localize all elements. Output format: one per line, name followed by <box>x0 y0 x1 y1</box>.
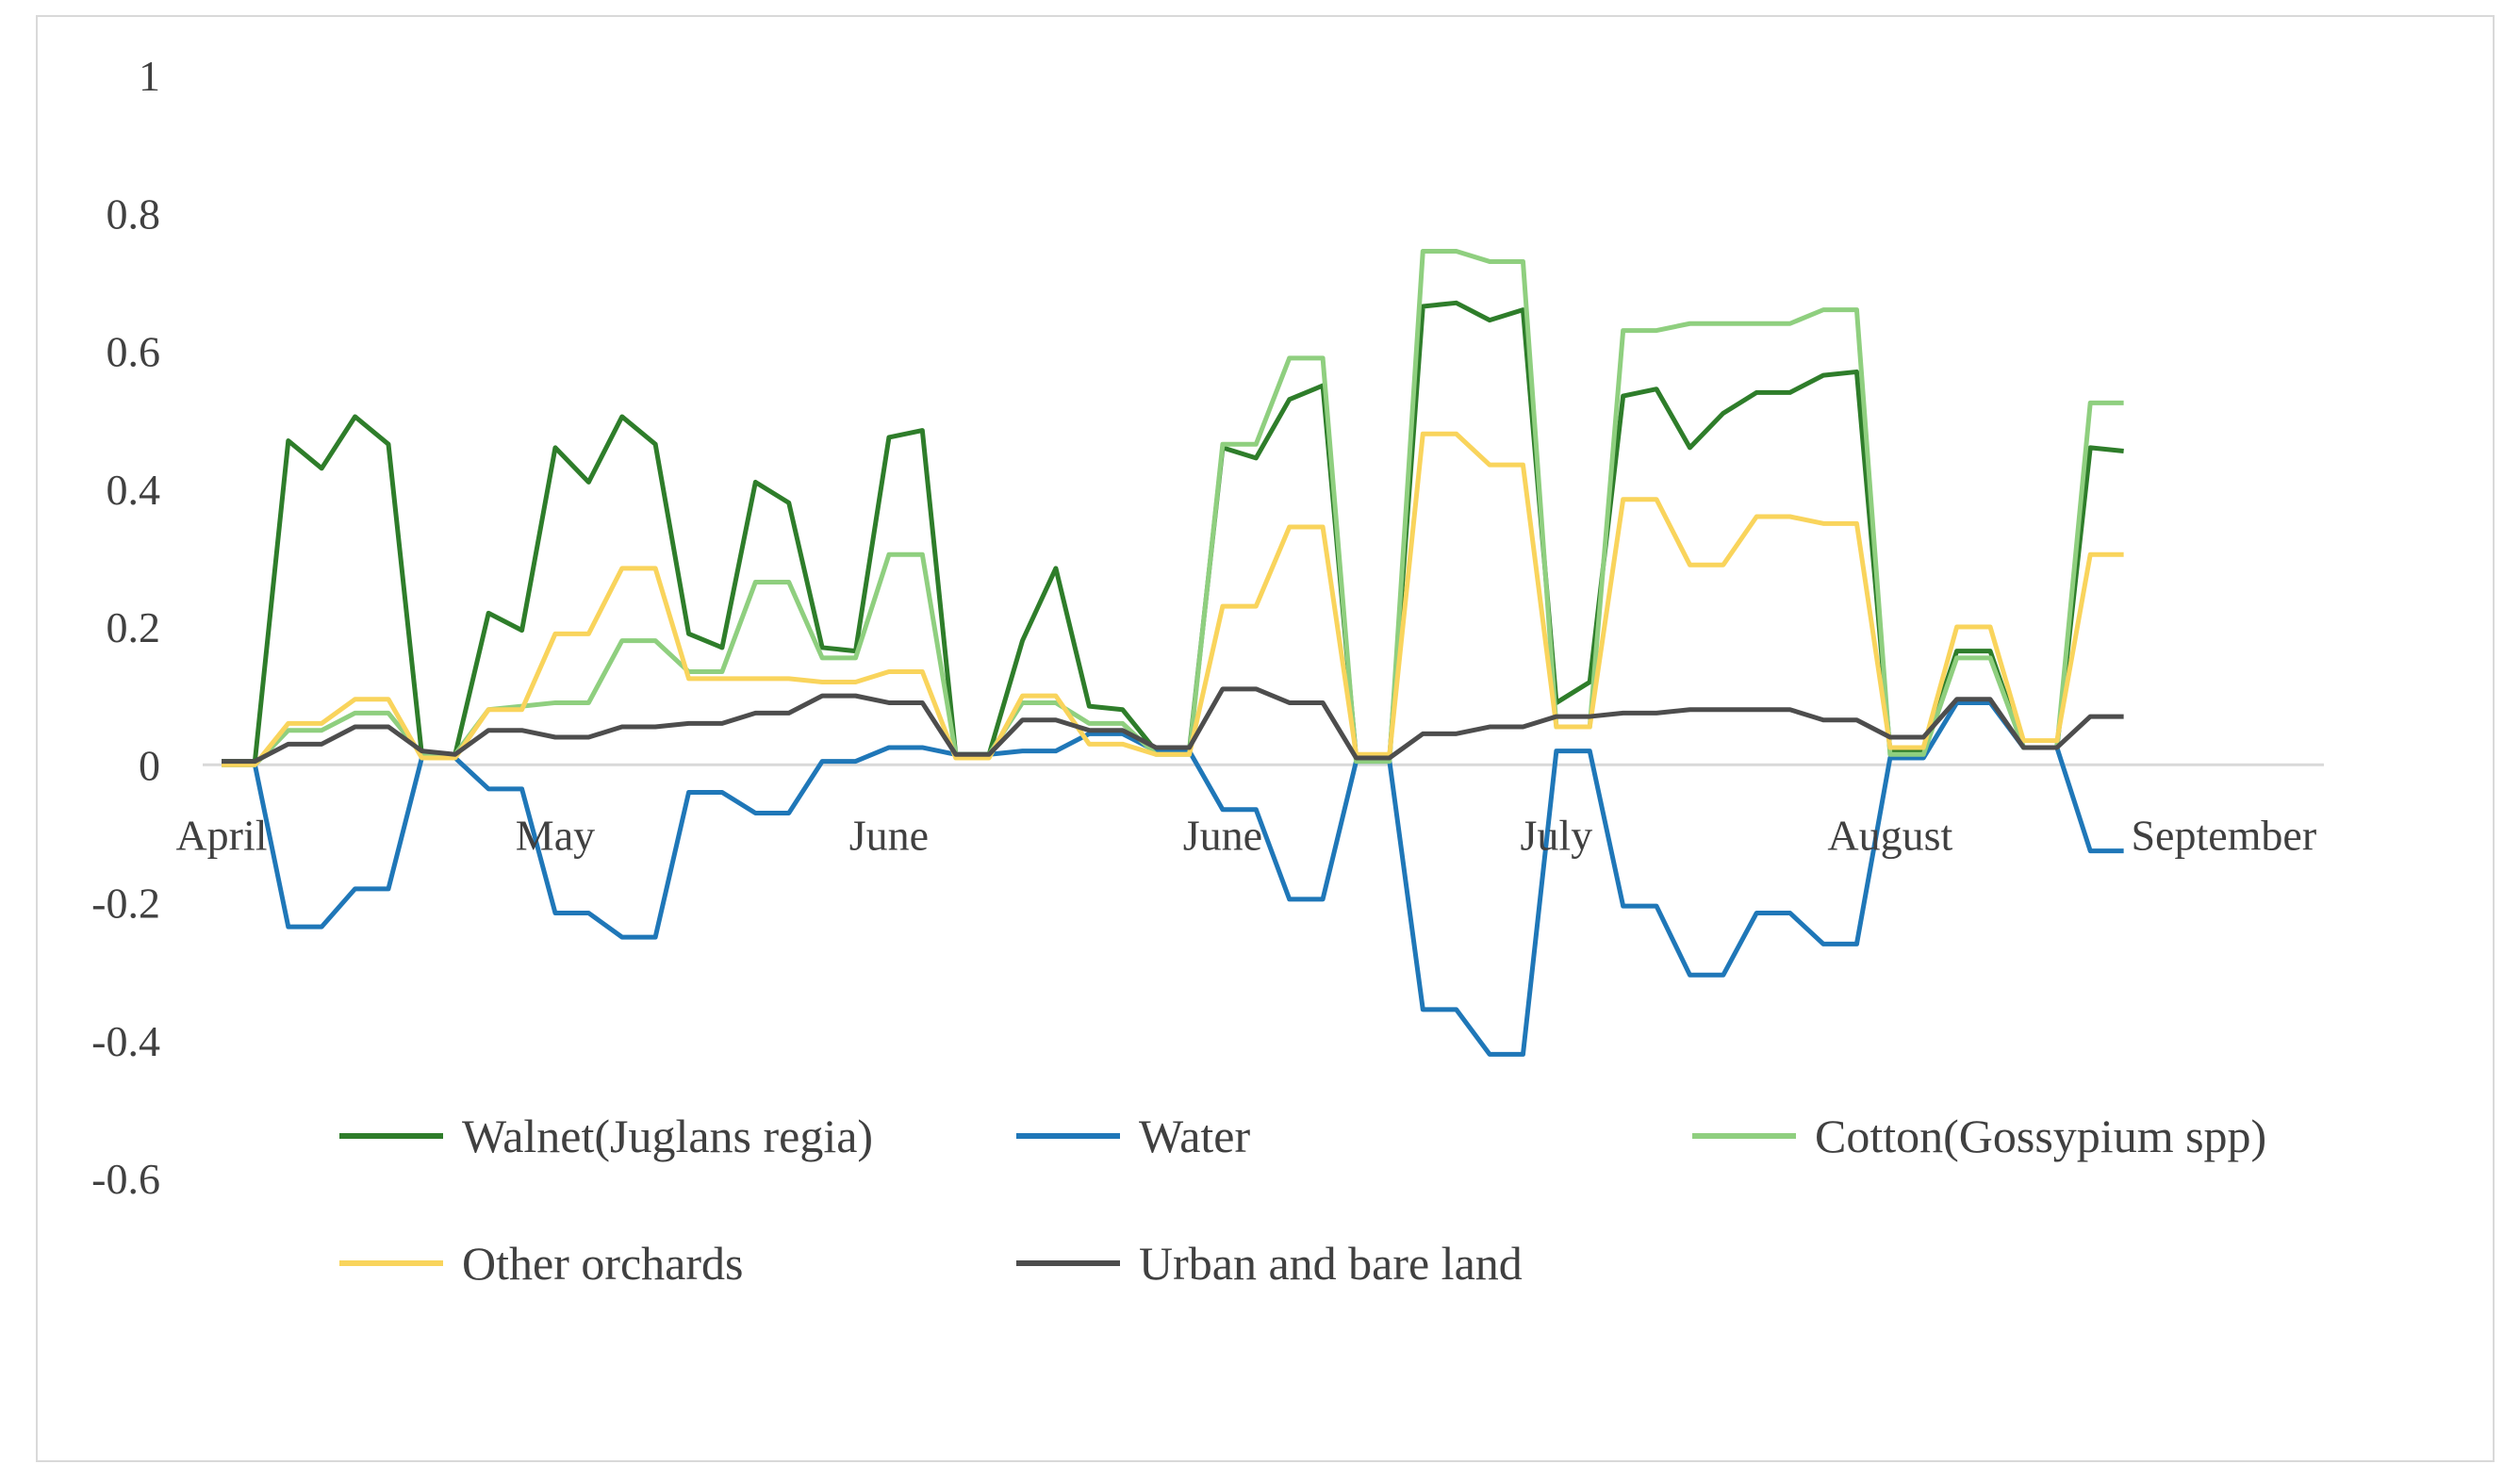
series-line-cotton-gossypium-spp <box>222 248 2124 767</box>
chart-frame <box>36 15 2495 1462</box>
legend-label: Cotton(Gossypium spp) <box>1815 1110 2266 1162</box>
x-month-label: April <box>175 811 267 859</box>
y-axis-ticks: 1 0.8 0.6 0.4 0.2 0 -0.2 -0.4 -0.6 <box>91 52 160 1203</box>
y-tick-label: 0.8 <box>107 189 161 238</box>
series-line-urban-and-bare-land <box>222 686 2124 765</box>
x-month-label: June <box>1183 811 1262 859</box>
x-month-label: July <box>1521 811 1593 859</box>
series-lines <box>222 248 2124 1057</box>
legend-label: Urban and bare land <box>1139 1237 1523 1290</box>
y-tick-label: 0.6 <box>107 328 161 376</box>
y-tick-label: -0.4 <box>91 1017 160 1065</box>
y-tick-label: 0.4 <box>107 466 161 514</box>
series-line-water <box>222 699 2124 1057</box>
series-line-walnet-juglans-regia <box>222 300 2124 765</box>
y-tick-label: -0.2 <box>91 880 160 928</box>
y-tick-label: 1 <box>139 52 160 100</box>
x-month-label: June <box>849 811 929 859</box>
y-tick-label: 0 <box>139 741 160 789</box>
y-tick-label: 0.2 <box>107 603 161 651</box>
legend-label: Other orchards <box>462 1237 744 1290</box>
x-month-label: August <box>1827 811 1952 859</box>
series-line-other-orchards <box>222 431 2124 767</box>
x-axis-month-labels: April May June June July August September <box>175 811 2316 859</box>
x-month-label: May <box>516 811 595 859</box>
legend-label: Water <box>1139 1110 1250 1162</box>
legend: Walnet(Juglans regia) Water Cotton(Gossypi… <box>339 1110 2266 1290</box>
y-tick-label: -0.6 <box>91 1155 160 1203</box>
legend-label: Walnet(Juglans regia) <box>462 1110 873 1162</box>
x-month-label: September <box>2131 811 2316 859</box>
